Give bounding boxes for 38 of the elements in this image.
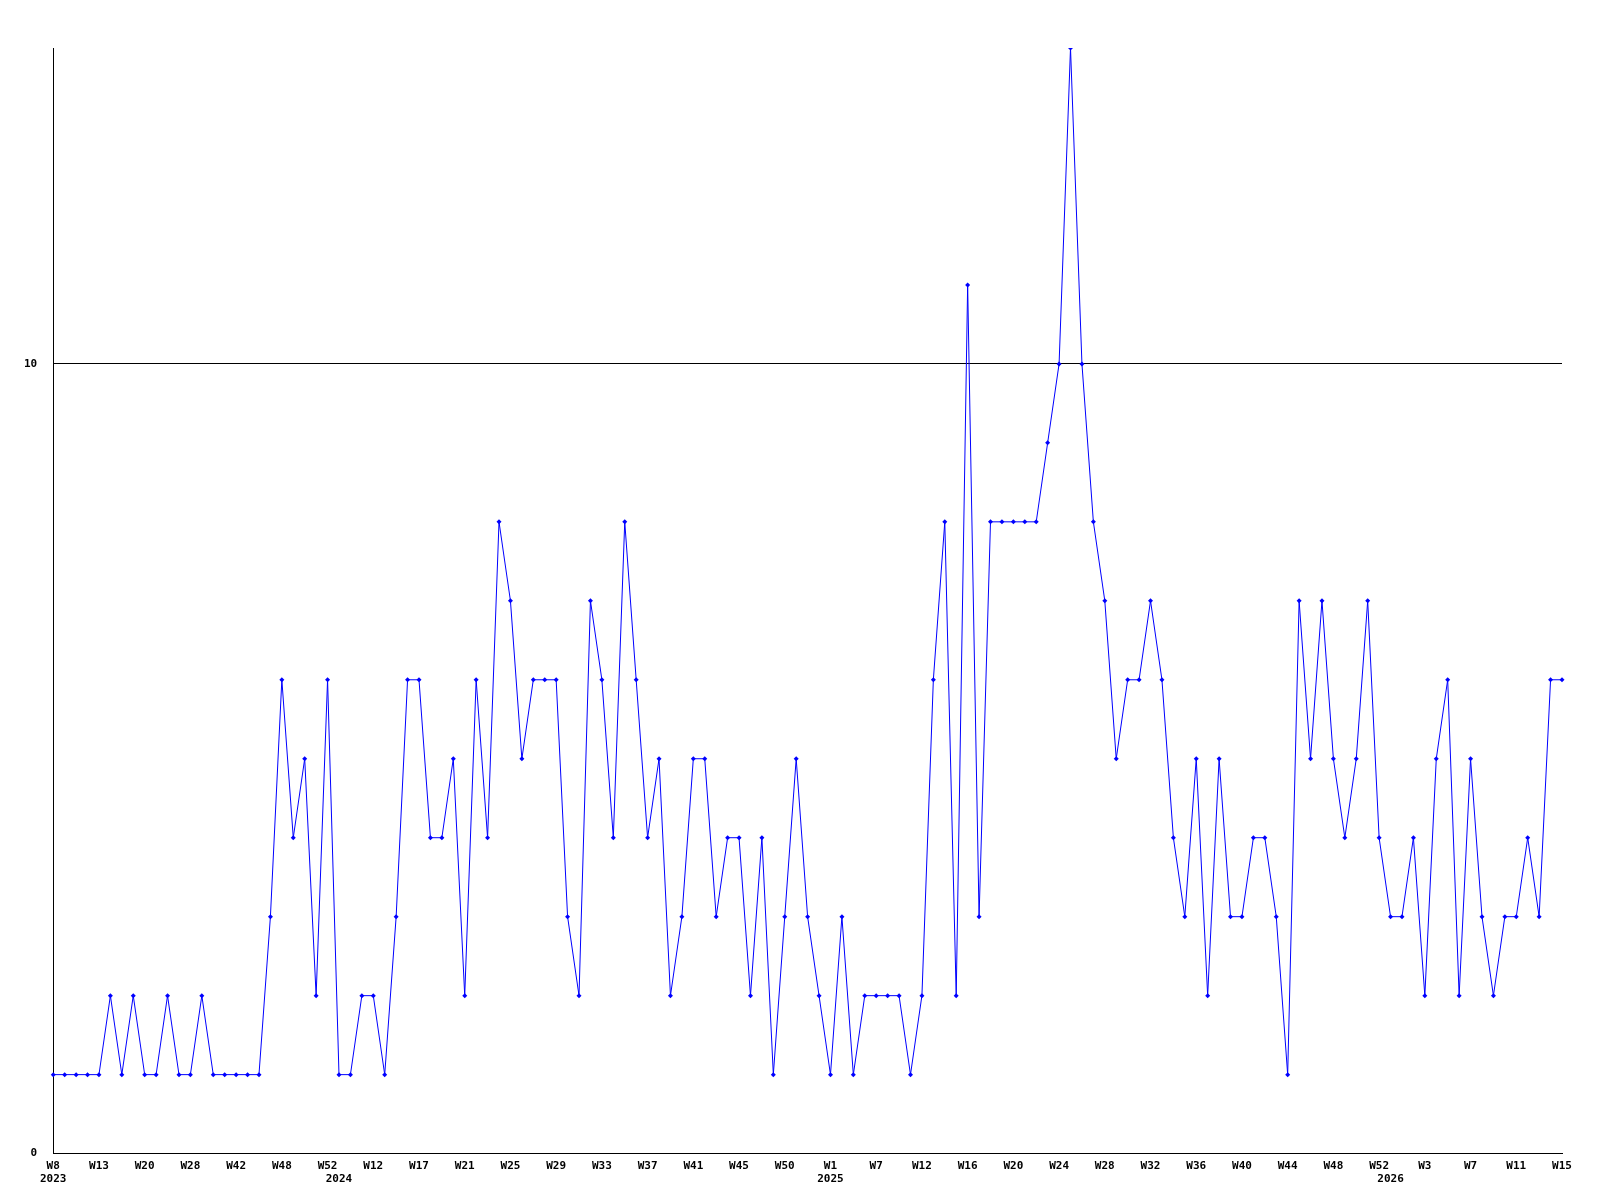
x-tick-label: W36 [1186,1159,1207,1173]
x-tick-label: W20 [134,1159,155,1173]
x-tick-label: W1 2025 [817,1159,844,1186]
x-tick-label: W33 [591,1159,612,1173]
x-tick-label: W41 [683,1159,704,1173]
x-tick-label: W13 [89,1159,109,1173]
y-tick-label: 10 [24,356,38,370]
x-tick-label: W52 [317,1159,338,1173]
x-tick-label: W24 [1049,1159,1070,1173]
x-tick-label: W3 [1418,1159,1432,1173]
x-tick-label: W40 [1232,1159,1252,1173]
x-tick-label: W17 [409,1159,429,1173]
x-tick-label: W12 [363,1159,384,1173]
x-tick-label: W8 2023 [40,1159,67,1186]
x-tick-label: W11 [1506,1159,1527,1173]
x-tick-label: W52 [1369,1159,1390,1173]
x-tick-label: 2024 [325,1172,353,1186]
x-tick-label: W21 [454,1159,476,1173]
x-tick-label: W25 [500,1159,521,1173]
x-tick-label: W48 [1323,1159,1344,1173]
x-tick-label: W29 [546,1159,567,1173]
x-tick-label: W42 [226,1159,247,1173]
x-tick-label: W50 [774,1159,795,1173]
x-tick-label: W12 [911,1159,932,1173]
x-tick-label: W28 [1094,1159,1115,1173]
x-tick-label: W15 [1552,1159,1572,1173]
x-tick-label: W32 [1140,1159,1161,1173]
x-tick-label: W16 [957,1159,978,1173]
x-tick-label: W28 [180,1159,201,1173]
x-tick-label: W45 [729,1159,749,1173]
x-tick-label: W37 [637,1159,658,1173]
x-tick-label: W20 [1003,1159,1024,1173]
x-tick-label: W7 [1463,1159,1478,1173]
x-tick-label: W48 [271,1159,292,1173]
y-tick-label: 0 [30,1146,38,1160]
x-tick-label: W7 [869,1159,883,1173]
x-tick-label: W44 [1277,1159,1298,1173]
x-tick-label: 2026 [1377,1172,1405,1186]
